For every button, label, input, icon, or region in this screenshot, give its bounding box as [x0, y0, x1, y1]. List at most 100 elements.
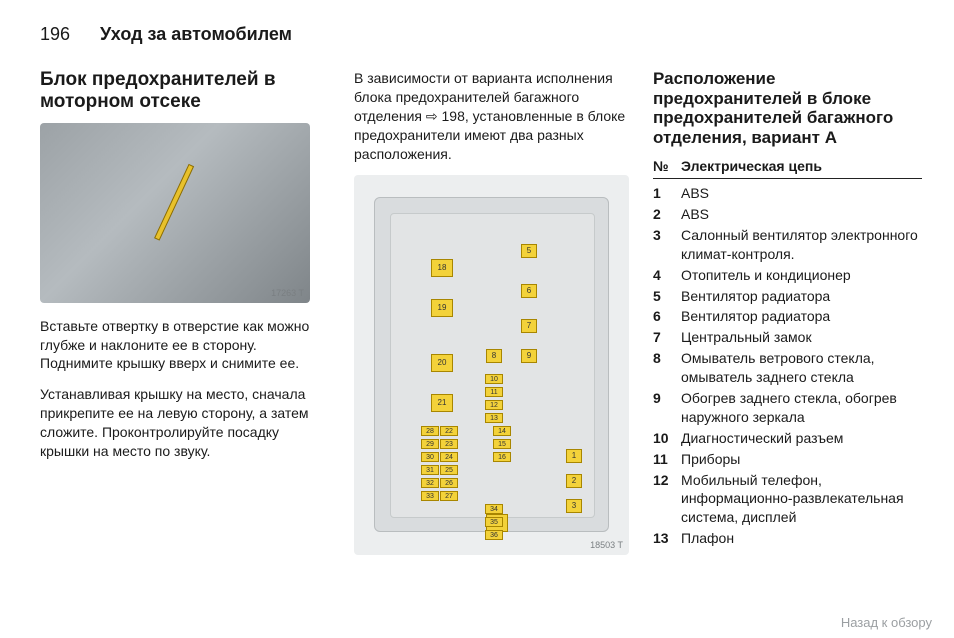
row-value: Приборы: [681, 450, 922, 469]
th-num: №: [653, 157, 671, 176]
col1-p1: Вставьте отвертку в отверстие как можно …: [40, 317, 330, 374]
fuse-14: 14: [493, 426, 511, 436]
fusebox-inner: 1856719208921123171011121328221429231530…: [390, 213, 595, 518]
table-row: 6 Вентилятор радиатора: [653, 306, 922, 327]
row-num: 9: [653, 389, 671, 427]
fuse-row: 13: [485, 413, 503, 423]
fuse-29: 29: [421, 439, 439, 449]
fuse-25: 25: [440, 465, 458, 475]
row-value: Обогрев заднего стекла, обогрев наружног…: [681, 389, 922, 427]
fuse-row: 34: [485, 504, 503, 514]
fuse-36: 36: [485, 530, 503, 540]
row-value: Вентилятор радиатора: [681, 307, 922, 326]
th-name: Электрическая цепь: [681, 157, 922, 176]
fuse-5: 5: [521, 244, 537, 258]
row-value: Центральный замок: [681, 328, 922, 347]
table-row: 3 Салонный вентилятор электронного климат…: [653, 225, 922, 265]
image-id-1: 17263 T: [271, 287, 304, 299]
row-num: 1: [653, 184, 671, 203]
row-num: 8: [653, 349, 671, 387]
fuse-23: 23: [440, 439, 458, 449]
fuse-row: 12: [485, 400, 503, 410]
fuse-10: 10: [485, 374, 503, 384]
fuse-8: 8: [486, 349, 502, 363]
fuse-21: 21: [431, 394, 453, 412]
fuse-32: 32: [421, 478, 439, 488]
fuse-13: 13: [485, 413, 503, 423]
fuse-row: 3125: [421, 465, 458, 475]
fuse-row: 3327: [421, 491, 458, 501]
row-value: Салонный вентилятор электронного климат-…: [681, 226, 922, 264]
table-row: 4 Отопитель и кондиционер: [653, 265, 922, 286]
fuse-27: 27: [440, 491, 458, 501]
chapter-title: Уход за автомобилем: [100, 24, 292, 45]
col2-p1: В зависимости от варианта исполнения бло…: [354, 69, 629, 163]
table-row: 12Мобильный телефон, информационно-развл…: [653, 470, 922, 529]
row-num: 11: [653, 450, 671, 469]
fuse-12: 12: [485, 400, 503, 410]
fuse-33: 33: [421, 491, 439, 501]
fuse-row: 35: [485, 517, 503, 527]
back-link[interactable]: Назад к обзору: [841, 615, 932, 630]
fuse-16: 16: [493, 452, 511, 462]
fuse-2: 2: [566, 474, 582, 488]
row-num: 13: [653, 529, 671, 548]
fuse-7: 7: [521, 319, 537, 333]
fusebox-layout-illustration: 1856719208921123171011121328221429231530…: [354, 175, 629, 555]
fuse-26: 26: [440, 478, 458, 488]
fuse-19: 19: [431, 299, 453, 317]
fuse-row: 11: [485, 387, 503, 397]
page-number: 196: [40, 24, 70, 45]
row-value: Отопитель и кондиционер: [681, 266, 922, 285]
row-num: 2: [653, 205, 671, 224]
fuse-3: 3: [566, 499, 582, 513]
table-row: 5 Вентилятор радиатора: [653, 286, 922, 307]
row-value: Мобильный телефон, информационно-развлек…: [681, 471, 922, 528]
row-value: Диагностический разъем: [681, 429, 922, 448]
row-value: ABS: [681, 205, 922, 224]
fuse-20: 20: [431, 354, 453, 372]
table-row: 11 Приборы: [653, 449, 922, 470]
fuse-15: 15: [493, 439, 511, 449]
fuse-row: 36: [485, 530, 503, 540]
row-num: 6: [653, 307, 671, 326]
table-row: 9 Обогрев заднего стекла, обогрев наружно…: [653, 388, 922, 428]
image-id-2: 18503 T: [590, 539, 623, 551]
fuse-table: № Электрическая цепь 1 ABS 2 ABS 3 Салонный в…: [653, 157, 922, 549]
fuse-34: 34: [485, 504, 503, 514]
table-row: 8 Омыватель ветрового стекла, омыватель з…: [653, 348, 922, 388]
fuse-row: 2822 14: [421, 426, 511, 436]
table-row: 13 Плафон: [653, 528, 922, 549]
table-row: 2 ABS: [653, 204, 922, 225]
row-num: 5: [653, 287, 671, 306]
fuse-row: 302416: [421, 452, 511, 462]
col3-heading: Расположение предохранителей в блоке пре…: [653, 69, 922, 147]
fuse-31: 31: [421, 465, 439, 475]
fuse-35: 35: [485, 517, 503, 527]
table-row: 10 Диагностический разъем: [653, 428, 922, 449]
row-num: 3: [653, 226, 671, 264]
row-value: Вентилятор радиатора: [681, 287, 922, 306]
fuse-row: 10: [485, 374, 503, 384]
row-value: ABS: [681, 184, 922, 203]
row-num: 10: [653, 429, 671, 448]
fuse-row: 2923 15: [421, 439, 511, 449]
row-value: Омыватель ветрового стекла, омыватель за…: [681, 349, 922, 387]
table-row: 1 ABS: [653, 183, 922, 204]
fuse-28: 28: [421, 426, 439, 436]
fuse-18: 18: [431, 259, 453, 277]
col1-heading: Блок предохранителей в моторном отсеке: [40, 69, 330, 113]
col1-p2: Устанавливая крышку на место, сначала пр…: [40, 385, 330, 461]
fuse-row: 3226: [421, 478, 458, 488]
row-num: 12: [653, 471, 671, 528]
fuse-1: 1: [566, 449, 582, 463]
fusebox-remove-illustration: 17263 T: [40, 123, 310, 303]
fuse-11: 11: [485, 387, 503, 397]
table-row: 7Центральный замок: [653, 327, 922, 348]
row-num: 4: [653, 266, 671, 285]
fuse-9: 9: [521, 349, 537, 363]
row-value: Плафон: [681, 529, 922, 548]
fuse-6: 6: [521, 284, 537, 298]
fuse-22: 22: [440, 426, 458, 436]
fuse-24: 24: [440, 452, 458, 462]
